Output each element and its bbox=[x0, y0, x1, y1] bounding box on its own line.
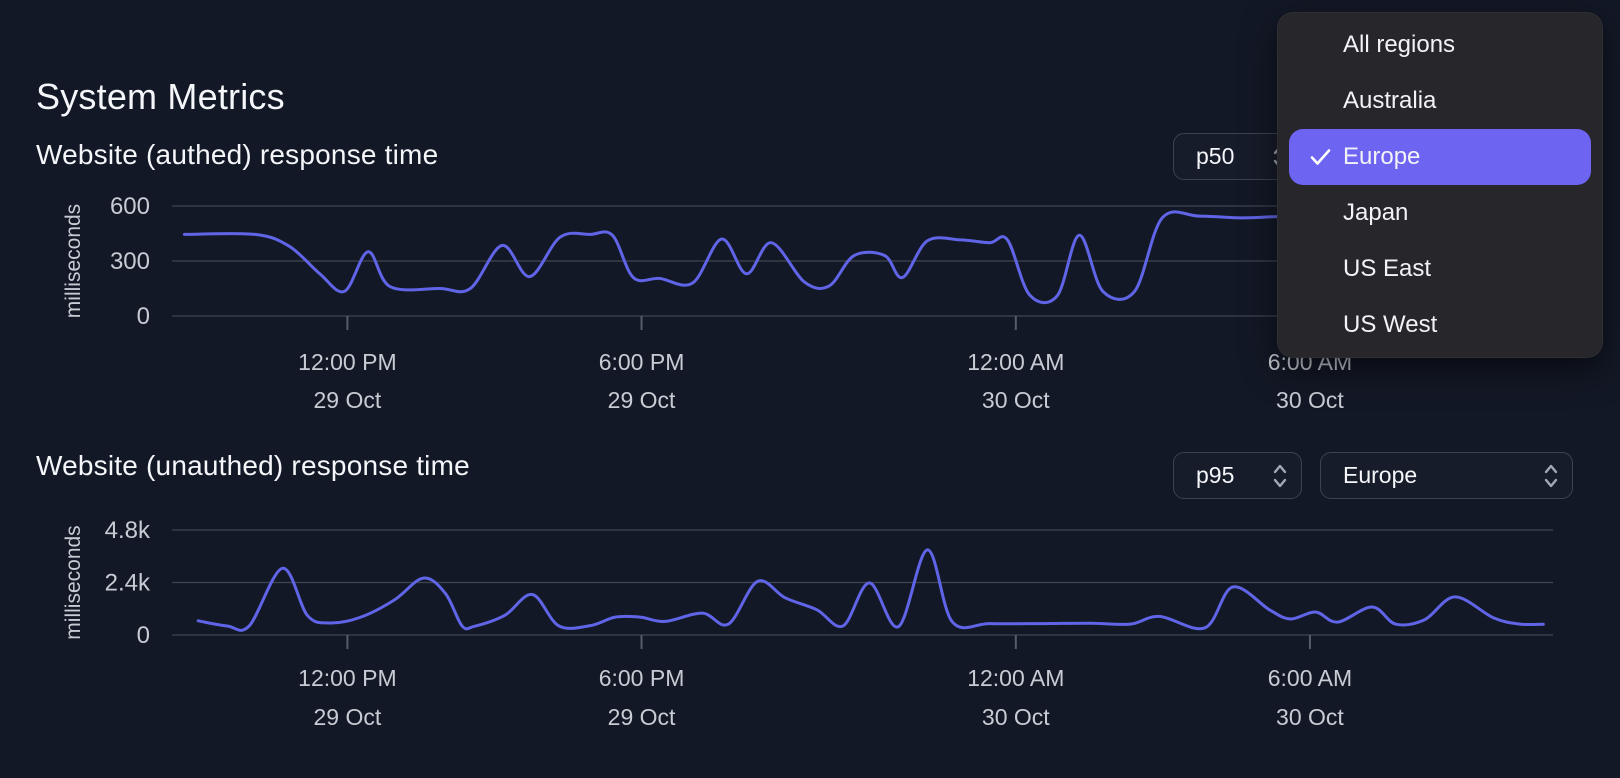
menu-item-label: US East bbox=[1343, 255, 1432, 282]
menu-item-europe[interactable]: Europe bbox=[1289, 129, 1591, 185]
percentile-select-authed-value: p50 bbox=[1196, 143, 1235, 169]
updown-chevron-icon bbox=[1544, 463, 1558, 489]
region-select-unauthed[interactable]: Europe bbox=[1320, 452, 1573, 499]
svg-text:0: 0 bbox=[137, 303, 150, 330]
menu-item-label: US West bbox=[1343, 311, 1438, 338]
menu-item-australia[interactable]: Australia bbox=[1277, 73, 1603, 129]
menu-item-label: Europe bbox=[1343, 143, 1421, 170]
menu-item-label: Australia bbox=[1343, 87, 1437, 114]
svg-text:29 Oct: 29 Oct bbox=[314, 704, 382, 730]
updown-chevron-icon bbox=[1273, 463, 1287, 489]
menu-item-label: All regions bbox=[1343, 31, 1456, 58]
percentile-select-unauthed-value: p95 bbox=[1196, 462, 1235, 488]
svg-text:12:00 AM: 12:00 AM bbox=[967, 665, 1064, 691]
svg-text:12:00 PM: 12:00 PM bbox=[298, 665, 396, 691]
svg-text:30 Oct: 30 Oct bbox=[982, 704, 1050, 730]
svg-text:600: 600 bbox=[110, 193, 150, 220]
svg-text:300: 300 bbox=[110, 248, 150, 275]
svg-text:30 Oct: 30 Oct bbox=[1276, 704, 1344, 730]
region-menu: All regions Australia Europe Japan US Ea… bbox=[1277, 12, 1603, 358]
region-select-unauthed-value: Europe bbox=[1343, 462, 1418, 488]
menu-item-japan[interactable]: Japan bbox=[1277, 185, 1603, 241]
svg-text:12:00 PM: 12:00 PM bbox=[298, 349, 396, 375]
menu-item-us-east[interactable]: US East bbox=[1277, 241, 1603, 297]
svg-text:6:00 AM: 6:00 AM bbox=[1268, 665, 1352, 691]
chart-unauthed-title: Website (unauthed) response time bbox=[36, 450, 470, 481]
svg-text:29 Oct: 29 Oct bbox=[314, 387, 382, 413]
menu-item-label: Japan bbox=[1343, 199, 1409, 226]
svg-text:2.4k: 2.4k bbox=[105, 570, 151, 597]
svg-text:6:00 PM: 6:00 PM bbox=[599, 349, 685, 375]
menu-item-all-regions[interactable]: All regions bbox=[1277, 17, 1603, 73]
svg-text:30 Oct: 30 Oct bbox=[982, 387, 1050, 413]
svg-text:29 Oct: 29 Oct bbox=[608, 704, 676, 730]
svg-text:milliseconds: milliseconds bbox=[62, 204, 85, 318]
svg-text:29 Oct: 29 Oct bbox=[608, 387, 676, 413]
percentile-select-unauthed[interactable]: p95 bbox=[1173, 452, 1302, 499]
svg-text:12:00 AM: 12:00 AM bbox=[967, 349, 1064, 375]
chart-authed-title: Website (authed) response time bbox=[36, 139, 439, 170]
svg-text:milliseconds: milliseconds bbox=[62, 525, 85, 639]
menu-item-us-west[interactable]: US West bbox=[1277, 297, 1603, 353]
checkmark-icon bbox=[1309, 148, 1332, 167]
svg-text:6:00 PM: 6:00 PM bbox=[599, 665, 685, 691]
page-title: System Metrics bbox=[36, 76, 285, 117]
svg-text:4.8k: 4.8k bbox=[105, 517, 151, 544]
svg-text:30 Oct: 30 Oct bbox=[1276, 387, 1344, 413]
svg-text:0: 0 bbox=[137, 622, 150, 649]
chart-unauthed-plot: 4.8k 2.4k 0 milliseconds 12:00 PM 29 Oct 6:00 … bbox=[62, 517, 1553, 730]
